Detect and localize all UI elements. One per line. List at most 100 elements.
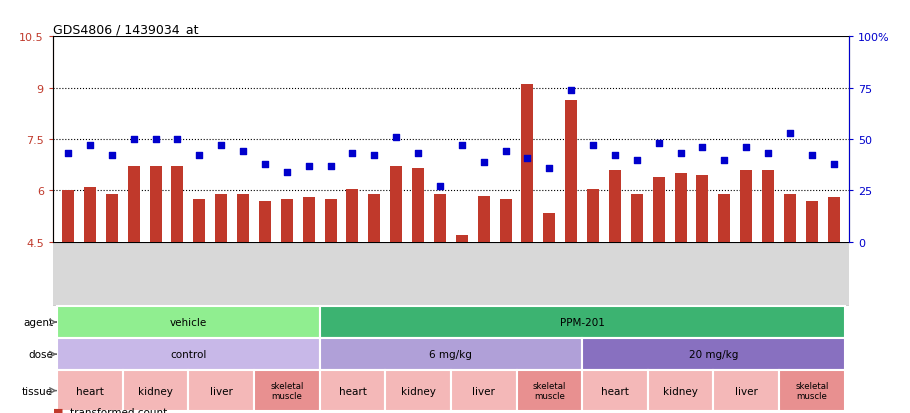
Bar <box>62 191 74 242</box>
Bar <box>57 370 123 411</box>
Bar <box>517 370 582 411</box>
Bar <box>456 235 468 242</box>
Point <box>367 153 381 159</box>
Bar <box>193 199 206 242</box>
Bar <box>127 167 140 242</box>
Point <box>105 153 119 159</box>
Bar <box>784 195 796 242</box>
Point <box>521 155 535 161</box>
Point <box>61 151 76 157</box>
Bar <box>390 167 402 242</box>
Bar <box>171 167 184 242</box>
Text: kidney: kidney <box>138 386 173 396</box>
Text: ■: ■ <box>53 407 64 413</box>
Bar <box>385 370 451 411</box>
Point <box>126 136 141 143</box>
Point <box>826 161 841 168</box>
Text: vehicle: vehicle <box>170 317 207 327</box>
Text: heart: heart <box>339 386 367 396</box>
Bar <box>696 176 709 242</box>
Bar <box>303 198 315 242</box>
Point <box>739 145 753 151</box>
Point <box>192 153 207 159</box>
Point <box>673 151 688 157</box>
Point <box>761 151 775 157</box>
Point <box>564 87 579 94</box>
Bar <box>259 201 271 242</box>
Point <box>499 149 513 155</box>
Bar <box>740 171 753 242</box>
Point <box>783 130 797 137</box>
Text: heart: heart <box>601 386 629 396</box>
Point <box>148 136 163 143</box>
Point <box>236 149 250 155</box>
Bar <box>521 85 533 242</box>
Bar <box>828 198 840 242</box>
Point <box>410 151 425 157</box>
Bar <box>674 174 687 242</box>
Point <box>279 169 294 176</box>
Bar <box>319 306 844 338</box>
Bar <box>238 195 249 242</box>
Bar <box>57 338 319 370</box>
Point <box>301 163 316 170</box>
Point <box>586 142 601 149</box>
Text: liver: liver <box>734 386 758 396</box>
Bar <box>713 370 779 411</box>
Bar <box>319 338 582 370</box>
Text: kidney: kidney <box>663 386 698 396</box>
Bar <box>582 370 648 411</box>
Bar <box>325 199 337 242</box>
Bar <box>106 195 118 242</box>
Bar <box>57 306 319 338</box>
Bar <box>281 199 293 242</box>
Point <box>170 136 185 143</box>
Bar <box>582 338 844 370</box>
Point <box>717 157 732 164</box>
Bar <box>478 196 490 242</box>
Bar <box>779 370 844 411</box>
Text: 6 mg/kg: 6 mg/kg <box>430 349 472 359</box>
Bar <box>319 370 385 411</box>
Bar <box>587 189 599 242</box>
Bar <box>451 370 517 411</box>
Bar <box>84 188 96 242</box>
Point <box>695 145 710 151</box>
Point <box>83 142 97 149</box>
Bar <box>500 199 511 242</box>
Bar <box>565 100 577 242</box>
Bar <box>648 370 713 411</box>
Point <box>804 153 819 159</box>
Bar <box>609 171 621 242</box>
Point <box>477 159 491 166</box>
Text: kidney: kidney <box>400 386 436 396</box>
Point <box>345 151 359 157</box>
Text: tissue: tissue <box>22 386 53 396</box>
Point <box>455 142 470 149</box>
Point <box>323 163 338 170</box>
Point <box>608 153 622 159</box>
Bar <box>652 177 664 242</box>
Point <box>542 165 557 172</box>
Text: dose: dose <box>28 349 53 359</box>
Point <box>630 157 644 164</box>
Bar <box>806 201 818 242</box>
Bar <box>149 167 162 242</box>
Text: GDS4806 / 1439034_at: GDS4806 / 1439034_at <box>53 23 198 36</box>
Point <box>652 140 666 147</box>
Bar <box>123 370 188 411</box>
Text: control: control <box>170 349 207 359</box>
Bar <box>762 171 774 242</box>
Text: liver: liver <box>472 386 495 396</box>
Text: 20 mg/kg: 20 mg/kg <box>689 349 738 359</box>
Text: skeletal
muscle: skeletal muscle <box>532 381 566 400</box>
Bar <box>434 195 446 242</box>
Text: heart: heart <box>76 386 104 396</box>
Bar <box>347 189 359 242</box>
Point <box>389 134 403 141</box>
Point <box>432 183 447 190</box>
Text: transformed count: transformed count <box>70 407 167 413</box>
Text: skeletal
muscle: skeletal muscle <box>270 381 304 400</box>
Bar <box>369 195 380 242</box>
Bar <box>543 213 555 242</box>
